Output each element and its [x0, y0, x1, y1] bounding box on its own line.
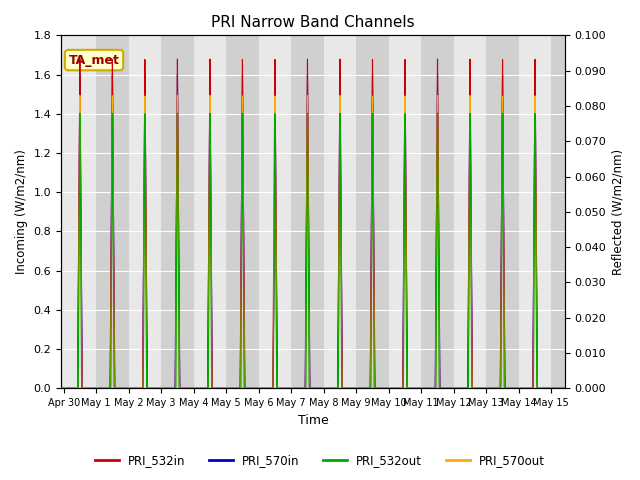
Legend: PRI_532in, PRI_570in, PRI_532out, PRI_570out: PRI_532in, PRI_570in, PRI_532out, PRI_57… [90, 449, 550, 472]
Text: TA_met: TA_met [68, 54, 120, 67]
Y-axis label: Incoming (W/m2/nm): Incoming (W/m2/nm) [15, 149, 28, 274]
Bar [551, 36, 565, 388]
Bar [291, 36, 324, 388]
Bar [356, 36, 388, 388]
Bar [421, 36, 454, 388]
Bar [96, 36, 129, 388]
Bar [324, 36, 356, 388]
Bar [226, 36, 259, 388]
Bar [388, 36, 421, 388]
Bar [63, 36, 96, 388]
Bar [161, 36, 194, 388]
Bar [259, 36, 291, 388]
Bar [519, 36, 551, 388]
Bar [454, 36, 486, 388]
Title: PRI Narrow Band Channels: PRI Narrow Band Channels [211, 15, 415, 30]
Bar [486, 36, 519, 388]
X-axis label: Time: Time [298, 414, 328, 427]
Bar [129, 36, 161, 388]
Y-axis label: Reflected (W/m2/nm): Reflected (W/m2/nm) [612, 149, 625, 275]
Bar [194, 36, 226, 388]
